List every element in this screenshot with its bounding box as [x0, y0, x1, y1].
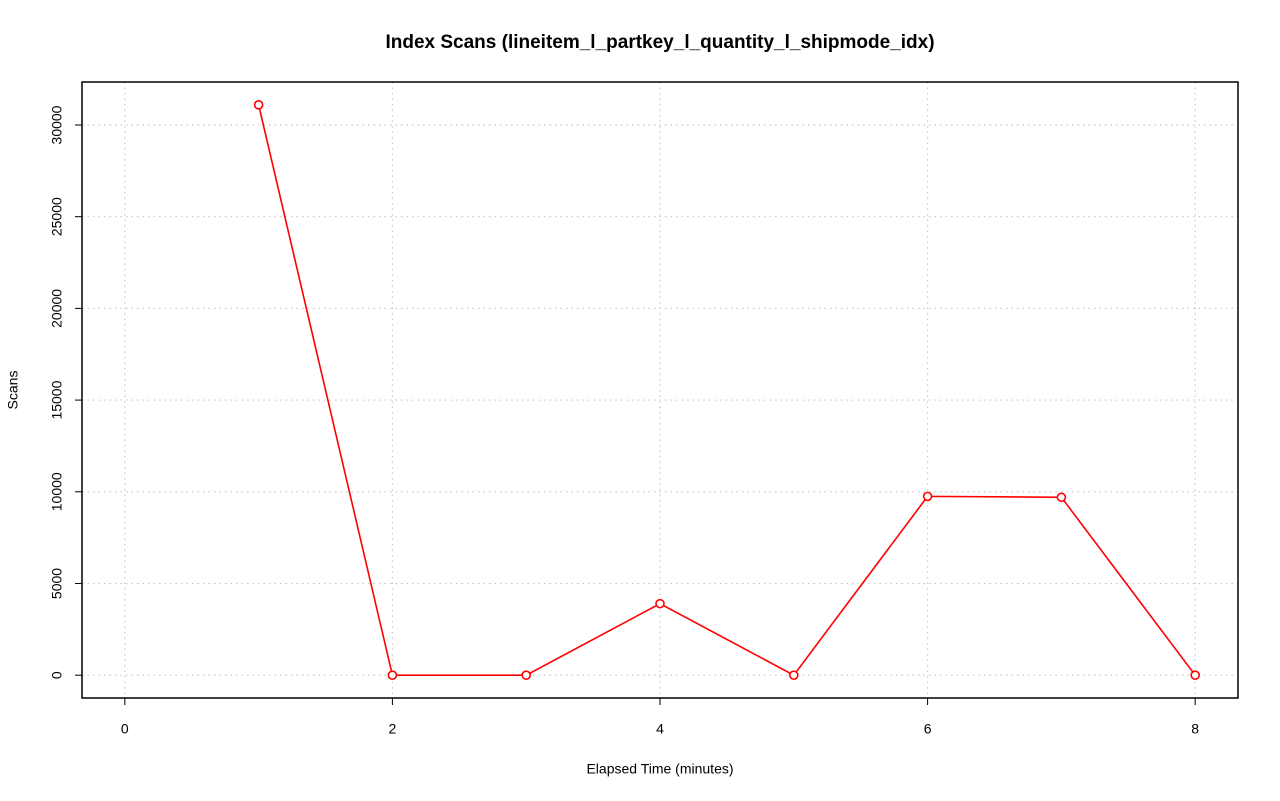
y-tick-label: 20000: [49, 289, 65, 328]
x-tick-label: 2: [389, 721, 397, 737]
x-tick-label: 8: [1191, 721, 1199, 737]
x-tick-label: 4: [656, 721, 664, 737]
point: [922, 491, 933, 502]
y-tick-label: 0: [49, 671, 65, 679]
plot-frame: [81, 81, 1239, 699]
point: [788, 670, 799, 680]
line: [257, 104, 1196, 677]
point: [253, 100, 264, 110]
point: [1056, 492, 1067, 503]
chart-title: Index Scans (lineitem_l_partkey_l_quanti…: [385, 32, 934, 53]
y-axis-label: Scans: [5, 371, 21, 410]
y-tick-label: 25000: [49, 197, 65, 236]
y-tick-label: 15000: [49, 380, 65, 419]
point: [521, 670, 532, 680]
y-tick-label: 10000: [49, 472, 65, 511]
point: [387, 670, 398, 680]
x-tick-label: 0: [121, 721, 129, 737]
x-tick-label: 6: [924, 721, 932, 737]
point: [655, 598, 665, 609]
y-tick-label: 30000: [49, 105, 65, 144]
x-axis-label: Elapsed Time (minutes): [586, 761, 733, 777]
y-tick-label: 5000: [49, 568, 65, 599]
point: [1190, 670, 1200, 680]
